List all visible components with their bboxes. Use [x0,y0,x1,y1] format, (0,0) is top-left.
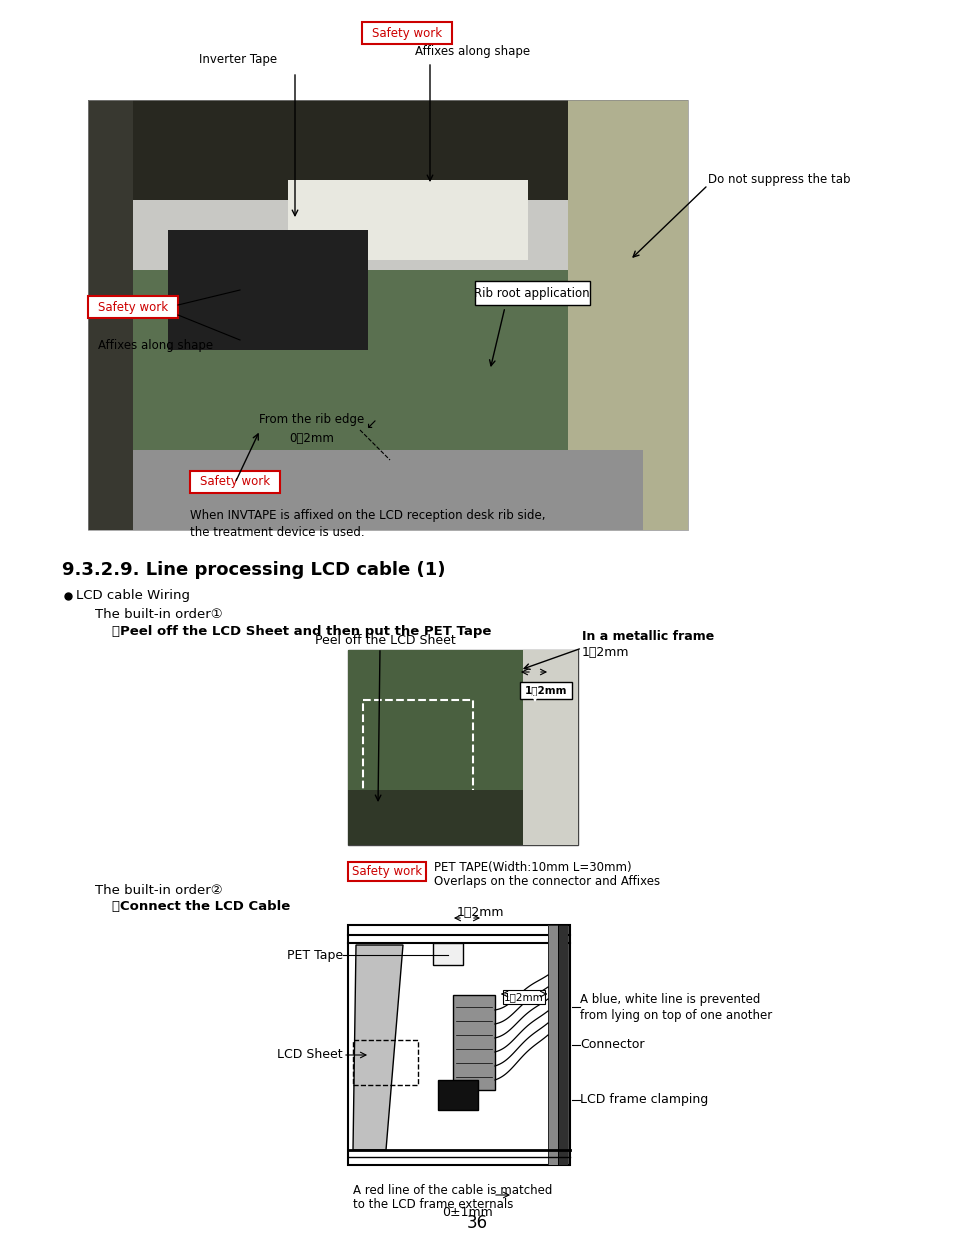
Text: From the rib edge: From the rib edge [259,414,364,426]
Bar [88,100,687,530]
Bar [190,471,280,493]
Bar [88,296,178,317]
Text: The built-in order①: The built-in order① [95,608,222,620]
Text: 1～2mm: 1～2mm [456,906,503,920]
Text: Inverter Tape: Inverter Tape [199,53,276,67]
Text: ・Connect the LCD Cable: ・Connect the LCD Cable [112,900,290,914]
Bar [502,990,544,1004]
Bar [547,925,558,1165]
Text: Peel off the LCD Sheet: Peel off the LCD Sheet [314,634,455,646]
Bar [348,790,522,845]
Bar [353,1040,417,1086]
Text: to the LCD frame externals: to the LCD frame externals [353,1198,513,1212]
Bar [453,995,495,1091]
Text: Rib root application: Rib root application [474,287,589,300]
Bar [437,1079,477,1110]
Text: Connector: Connector [579,1039,644,1051]
Bar [519,682,572,699]
Bar [132,270,573,530]
Text: from lying on top of one another: from lying on top of one another [579,1009,771,1021]
Text: Affixes along shape: Affixes along shape [98,338,213,352]
Text: LCD frame clamping: LCD frame clamping [579,1093,707,1107]
Bar [547,925,558,1165]
Bar [363,700,473,830]
Text: LCD Sheet: LCD Sheet [277,1049,343,1062]
Text: A blue, white line is prevented: A blue, white line is prevented [579,993,760,1007]
Bar [168,230,368,350]
Text: 36: 36 [466,1214,487,1233]
Text: 1～2mm: 1～2mm [524,685,567,695]
Bar [88,100,132,530]
Text: the treatment device is used.: the treatment device is used. [190,526,364,538]
Bar [348,925,569,1165]
Bar [522,650,578,845]
Text: LCD cable Wiring: LCD cable Wiring [76,589,190,603]
Bar [433,944,462,965]
Text: Do not suppress the tab: Do not suppress the tab [707,173,850,186]
Text: 0～2mm: 0～2mm [290,431,335,445]
Text: Affixes along shape: Affixes along shape [415,46,530,58]
Bar [348,862,426,881]
Text: PET Tape: PET Tape [287,948,343,962]
Text: 1～2mm: 1～2mm [581,646,629,658]
Polygon shape [353,945,402,1150]
Text: Safety work: Safety work [372,26,441,40]
Text: PET TAPE(Width:10mm L=30mm): PET TAPE(Width:10mm L=30mm) [434,862,631,874]
Bar [475,282,589,305]
Text: 0±1mm: 0±1mm [442,1207,493,1219]
Text: In a metallic frame: In a metallic frame [581,631,714,643]
Text: 9.3.2.9. Line processing LCD cable (1): 9.3.2.9. Line processing LCD cable (1) [62,561,445,579]
Bar [88,100,687,530]
Bar [132,100,642,200]
Bar [558,925,567,1165]
Bar [361,22,452,44]
Text: Safety work: Safety work [352,864,421,878]
Bar [132,450,642,530]
Bar [567,100,687,530]
Text: ・Peel off the LCD Sheet and then put the PET Tape: ・Peel off the LCD Sheet and then put the… [112,625,491,638]
Text: 1～2mm: 1～2mm [503,992,543,1002]
Bar [558,925,567,1165]
Bar [348,650,522,845]
Text: Overlaps on the connector and Affixes: Overlaps on the connector and Affixes [434,876,659,888]
Text: Safety work: Safety work [98,300,168,314]
Text: ↙: ↙ [365,417,376,431]
Bar [288,180,527,261]
Bar [348,650,578,845]
Text: A red line of the cable is matched: A red line of the cable is matched [353,1183,552,1197]
Text: When INVTAPE is affixed on the LCD reception desk rib side,: When INVTAPE is affixed on the LCD recep… [190,510,545,522]
Text: Safety work: Safety work [200,475,270,489]
Text: The built-in order②: The built-in order② [95,883,222,897]
